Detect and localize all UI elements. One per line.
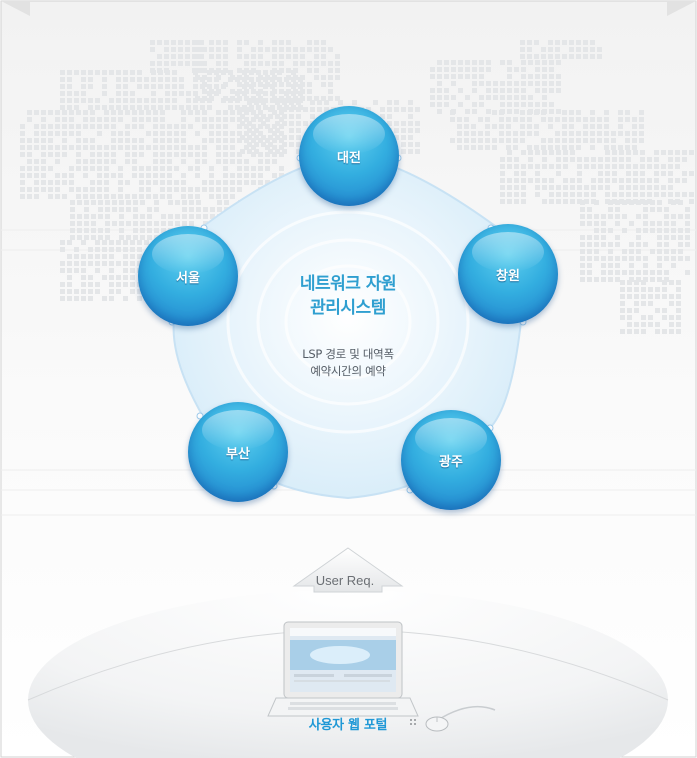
laptop-icon: [267, 621, 419, 717]
hub-subtitle-line2: 예약시간의 예약: [310, 364, 386, 378]
node-label: 서울: [176, 270, 200, 286]
node-seoul: 서울: [138, 226, 238, 326]
hub-title-line2: 관리시스템: [310, 298, 386, 318]
user-request-arrow: [292, 547, 404, 593]
hub-subtitle-line1: LSP 경로 및 대역폭: [302, 347, 394, 361]
node-label: 부산: [226, 446, 250, 462]
hub-title: 네트워크 자원 관리시스템: [238, 272, 458, 320]
user-request-label: User Req.: [315, 573, 375, 588]
hub-ripples: [226, 210, 470, 434]
node-label: 대전: [337, 150, 361, 166]
hub-title-line1: 네트워크 자원: [299, 274, 397, 294]
node-changwon: 창원: [458, 224, 558, 324]
user-web-portal-label: 사용자 웹 포털: [308, 718, 388, 733]
node-daejeon: 대전: [299, 106, 399, 206]
hub-subtitle: LSP 경로 및 대역폭 예약시간의 예약: [238, 346, 458, 380]
node-label: 광주: [439, 454, 463, 470]
node-label: 창원: [496, 268, 520, 284]
separator-dots: [410, 719, 416, 725]
node-busan: 부산: [188, 402, 288, 502]
mouse-icon: [425, 705, 496, 732]
node-gwangju: 광주: [401, 410, 501, 510]
